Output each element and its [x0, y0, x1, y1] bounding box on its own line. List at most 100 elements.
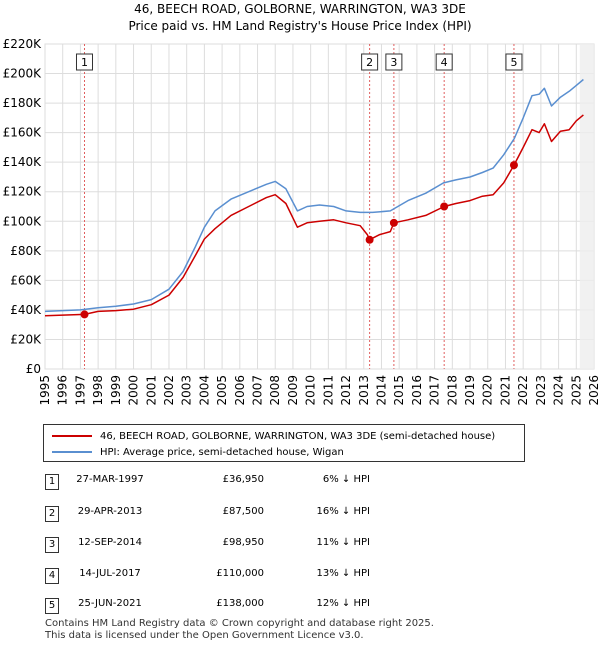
- x-tick-label: 1998: [91, 375, 105, 406]
- sale-number-badge: 5: [45, 598, 59, 614]
- sale-marker-label: 2: [366, 56, 373, 69]
- x-tick-label: 2001: [144, 375, 158, 406]
- sale-number-badge: 3: [45, 537, 59, 553]
- legend-item-hpi: HPI: Average price, semi-detached house,…: [52, 444, 344, 460]
- y-tick-label: £0: [26, 362, 41, 376]
- x-tick-label: 2003: [180, 375, 194, 406]
- sale-row: 3 12-SEP-2014 £98,950 11% ↓ HPI: [0, 537, 600, 555]
- y-tick-label: £60K: [10, 273, 42, 287]
- projection-hatch: [579, 44, 594, 369]
- chart-title: 46, BEECH ROAD, GOLBORNE, WARRINGTON, WA…: [134, 2, 466, 16]
- sale-number-badge: 2: [45, 506, 59, 522]
- sale-date: 29-APR-2013: [77, 506, 143, 517]
- y-tick-label: £220K: [3, 37, 43, 51]
- x-tick-label: 2000: [127, 375, 141, 406]
- sale-date: 12-SEP-2014: [78, 537, 142, 548]
- x-tick-label: 2012: [339, 375, 353, 406]
- sale-hpi-diff: 6% ↓ HPI: [322, 474, 370, 485]
- y-tick-label: £140K: [3, 155, 43, 169]
- x-tick-label: 2026: [587, 375, 600, 406]
- x-axis-ticks: 1995 1996 1997 1998 1999 2000 2001 2002 2003 2004…: [38, 375, 600, 406]
- legend-label-property: 46, BEECH ROAD, GOLBORNE, WARRINGTON, WA…: [100, 430, 496, 442]
- x-tick-label: 2013: [357, 375, 371, 406]
- legend-item-property: 46, BEECH ROAD, GOLBORNE, WARRINGTON, WA…: [52, 428, 495, 444]
- y-tick-label: £20K: [10, 332, 42, 346]
- sale-marker-box: [435, 53, 453, 71]
- x-tick-label: 1997: [73, 375, 87, 406]
- property-line: [44, 114, 584, 317]
- series-lines: [44, 78, 584, 317]
- x-tick-label: 2017: [428, 375, 442, 406]
- legend: 46, BEECH ROAD, GOLBORNE, WARRINGTON, WA…: [43, 424, 525, 462]
- chart-subtitle: Price paid vs. HM Land Registry's House …: [128, 19, 472, 33]
- sale-row: 1 27-MAR-1997 £36,950 6% ↓ HPI: [0, 474, 600, 492]
- sale-row: 2 29-APR-2013 £87,500 16% ↓ HPI: [0, 506, 600, 524]
- x-tick-label: 2011: [321, 375, 335, 406]
- x-tick-label: 2009: [286, 375, 300, 406]
- x-tick-label: 1996: [56, 375, 70, 406]
- hpi-line: [44, 78, 584, 313]
- sale-point: [80, 310, 89, 319]
- y-tick-label: £80K: [10, 244, 42, 258]
- legend-swatch-property: [52, 435, 92, 437]
- x-tick-label: 2020: [481, 375, 495, 406]
- sale-number-badge: 1: [45, 474, 59, 490]
- sale-date: 27-MAR-1997: [76, 474, 144, 485]
- sale-date: 25-JUN-2021: [78, 598, 142, 609]
- sale-hpi-diff: 13% ↓ HPI: [316, 568, 370, 579]
- sale-marker-box: [505, 53, 523, 71]
- y-tick-label: £160K: [3, 126, 43, 140]
- sale-price: £87,500: [222, 506, 264, 517]
- x-tick-label: 2016: [410, 375, 424, 406]
- sale-point: [389, 218, 398, 227]
- sale-points: [80, 161, 518, 319]
- x-tick-label: 2015: [392, 375, 406, 406]
- footer-line-2: This data is licensed under the Open Gov…: [45, 630, 364, 641]
- sale-number-badge: 4: [45, 568, 59, 584]
- x-tick-label: 2004: [197, 375, 211, 406]
- y-tick-label: £40K: [10, 303, 42, 317]
- sale-marker-boxes: 1 2 3 4 5: [75, 53, 523, 71]
- x-tick-label: 2005: [215, 375, 229, 406]
- x-tick-label: 2014: [374, 375, 388, 406]
- sale-hpi-diff: 16% ↓ HPI: [316, 506, 370, 517]
- sale-price: £98,950: [222, 537, 264, 548]
- x-tick-label: 2008: [268, 375, 282, 406]
- sale-price: £138,000: [216, 598, 264, 609]
- y-axis-ticks: £0 £20K £40K £60K £80K £100K £120K £140K £160K £1…: [3, 37, 43, 376]
- x-tick-label: 2018: [445, 375, 459, 406]
- sale-marker-label: 3: [390, 56, 397, 69]
- y-tick-label: £120K: [3, 185, 43, 199]
- x-tick-label: 2007: [251, 375, 265, 406]
- footer-attribution: Contains HM Land Registry data © Crown c…: [45, 618, 434, 642]
- sale-hpi-diff: 12% ↓ HPI: [316, 598, 370, 609]
- x-tick-label: 2023: [534, 375, 548, 406]
- x-tick-label: 2025: [569, 375, 583, 406]
- sale-price: £110,000: [216, 568, 264, 579]
- sale-marker-box: [361, 53, 379, 71]
- x-tick-label: 2006: [233, 375, 247, 406]
- y-tick-label: £100K: [3, 214, 43, 228]
- y-tick-label: £200K: [3, 67, 43, 81]
- legend-swatch-hpi: [52, 451, 92, 453]
- x-tick-label: 1995: [38, 375, 52, 406]
- sale-marker-label: 1: [81, 56, 88, 69]
- x-tick-label: 2019: [463, 375, 477, 406]
- legend-label-hpi: HPI: Average price, semi-detached house,…: [100, 446, 344, 458]
- sale-marker-label: 5: [510, 56, 517, 69]
- sale-marker-box: [75, 53, 93, 71]
- sale-row: 4 14-JUL-2017 £110,000 13% ↓ HPI: [0, 568, 600, 586]
- y-tick-label: £180K: [3, 96, 43, 110]
- sale-point: [509, 161, 518, 170]
- sale-point: [365, 235, 374, 244]
- sale-hpi-diff: 11% ↓ HPI: [316, 537, 370, 548]
- x-tick-label: 2010: [304, 375, 318, 406]
- sale-date: 14-JUL-2017: [79, 568, 141, 579]
- x-tick-label: 2022: [516, 375, 530, 406]
- sale-marker-label: 4: [441, 56, 448, 69]
- x-tick-label: 1999: [109, 375, 123, 406]
- x-tick-label: 2024: [552, 375, 566, 406]
- sale-price: £36,950: [222, 474, 264, 485]
- footer-line-1: Contains HM Land Registry data © Crown c…: [45, 618, 434, 629]
